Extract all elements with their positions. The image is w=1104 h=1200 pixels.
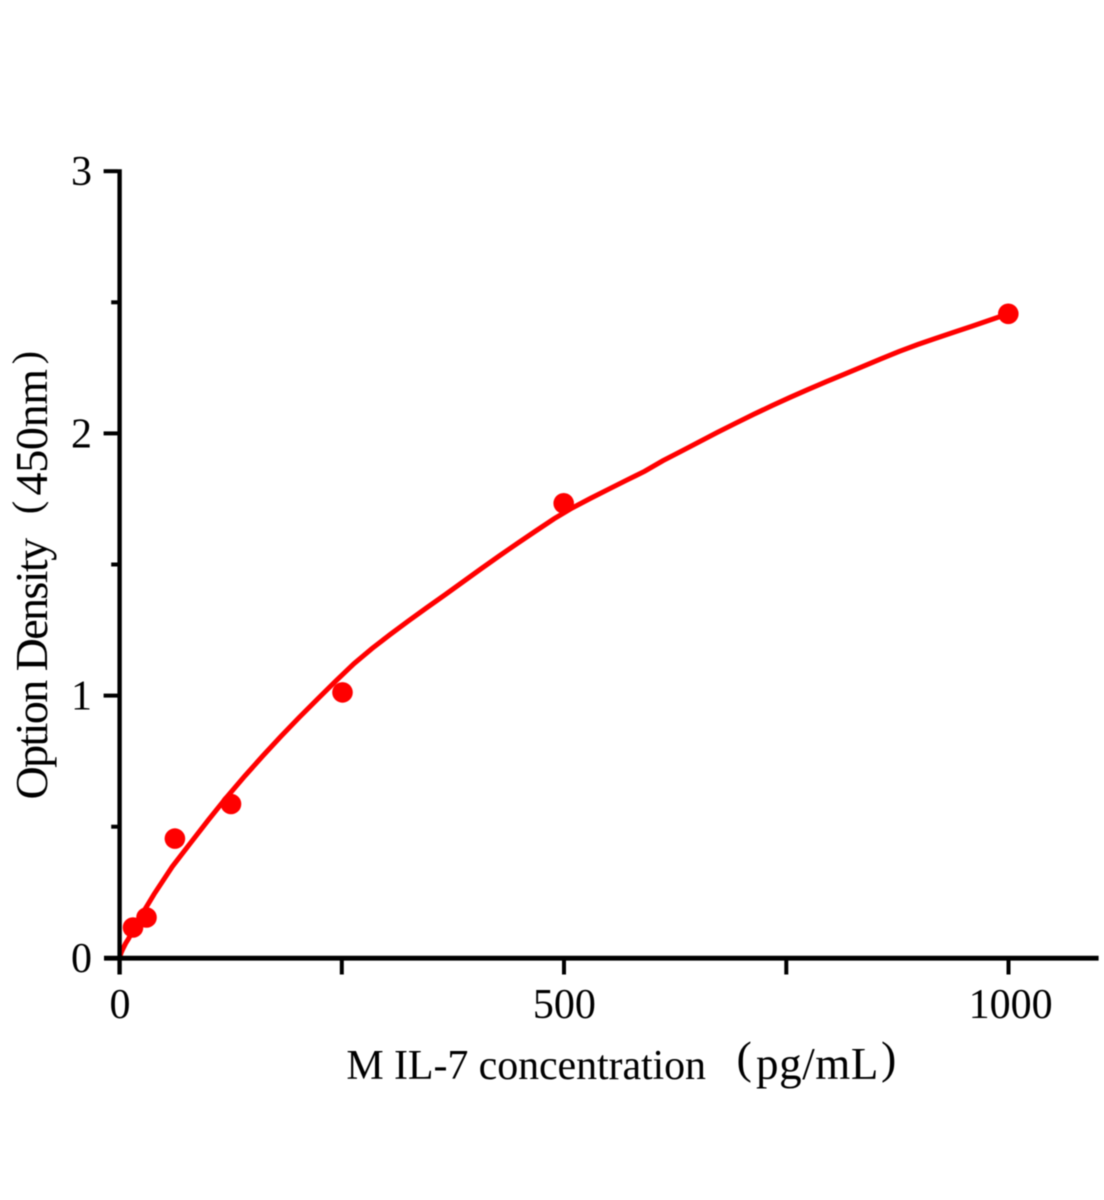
svg-text:pg/mL: pg/mL: [756, 1039, 879, 1089]
svg-text:2: 2: [71, 411, 92, 457]
svg-text:500: 500: [533, 982, 596, 1028]
svg-text:): ): [4, 351, 49, 364]
svg-text:(: (: [737, 1032, 752, 1083]
svg-text:1000: 1000: [969, 982, 1053, 1028]
svg-text:3: 3: [71, 149, 92, 195]
svg-text:M IL-7 concentration: M IL-7 concentration: [346, 1043, 706, 1089]
svg-text:1: 1: [71, 674, 92, 720]
svg-text:0: 0: [71, 936, 92, 982]
svg-text:Option Density: Option Density: [6, 538, 57, 800]
svg-text:0: 0: [110, 982, 131, 1028]
svg-text:(: (: [4, 501, 49, 514]
svg-text:): ): [881, 1032, 896, 1083]
svg-text:450nm: 450nm: [6, 369, 57, 496]
